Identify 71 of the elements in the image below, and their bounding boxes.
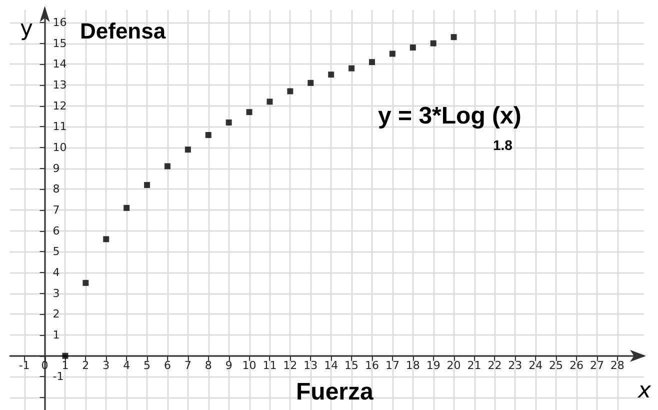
- x-tick-label: 17: [385, 358, 400, 372]
- y-axis-title: y: [20, 16, 34, 42]
- point: [410, 44, 416, 50]
- point: [287, 88, 294, 94]
- y-tick-label: 5: [52, 245, 60, 258]
- annotation: y = 3*Log (x): [378, 102, 522, 130]
- point: [103, 236, 110, 242]
- point: [184, 146, 191, 153]
- x-tick-label: 22: [488, 358, 502, 372]
- y-tick-label: 6: [52, 224, 60, 238]
- x-tick-label: 26: [570, 358, 584, 372]
- x-tick-label: 25: [549, 358, 564, 372]
- y-tick-label: 2: [52, 308, 60, 321]
- x-tick-label: 9: [225, 358, 232, 372]
- x-tick-label: 6: [164, 358, 171, 372]
- x-tick-label: 7: [184, 358, 192, 372]
- y-tick-label: 14: [52, 58, 67, 71]
- x-tick-label: 18: [406, 358, 420, 372]
- point: [164, 163, 170, 170]
- point: [389, 50, 396, 57]
- y-tick-label: 15: [52, 36, 67, 50]
- x-tick-label: 10: [242, 358, 256, 372]
- point: [226, 120, 232, 126]
- annotation: 1.8: [493, 137, 513, 153]
- chart-title: Defensa: [80, 18, 166, 44]
- y-tick-label: 16: [52, 16, 67, 29]
- x-tick-label: 11: [262, 358, 277, 372]
- x-tick-label: 28: [610, 358, 624, 372]
- x-tick-label: 14: [324, 358, 338, 372]
- y-tick-label: 3: [52, 286, 60, 300]
- point: [246, 109, 252, 116]
- point: [368, 59, 375, 66]
- point: [450, 34, 457, 40]
- x-tick-label: 8: [204, 358, 212, 372]
- x-tick-label: 4: [123, 358, 130, 372]
- x-tick-label: 27: [590, 358, 604, 372]
- x-tick-label: 13: [304, 358, 318, 372]
- x-tick-label: 15: [344, 358, 359, 372]
- point: [205, 132, 212, 138]
- x-tick-label: 21: [467, 358, 482, 372]
- x-tick-label: 20: [446, 358, 461, 372]
- x-tick-label: 19: [426, 358, 440, 372]
- point: [82, 280, 89, 286]
- y-tick-label: 10: [52, 141, 67, 154]
- point: [430, 40, 436, 46]
- y-tick-label: 8: [52, 182, 60, 196]
- x-axis-title: Fuerza: [296, 378, 374, 406]
- y-tick-label: -1: [52, 370, 64, 384]
- x-tick-label: 12: [283, 358, 298, 372]
- y-tick-label: 12: [52, 99, 67, 112]
- x-tick-label: 2: [82, 358, 90, 372]
- y-tick-label: 9: [52, 162, 60, 175]
- point: [266, 98, 273, 105]
- x-tick-label: 23: [508, 358, 522, 372]
- x-tick-label: -1: [18, 358, 30, 372]
- point: [348, 65, 355, 72]
- point: [328, 72, 334, 78]
- y-tick-label: 4: [52, 266, 60, 279]
- y-tick-label: 7: [52, 204, 60, 216]
- y-tick-label: 13: [52, 78, 67, 92]
- y-tick-label: 1: [52, 328, 60, 342]
- x2-axis-title: x: [637, 378, 652, 404]
- point: [62, 352, 68, 359]
- x-tick-label: 16: [364, 358, 379, 372]
- x-tick-label: 24: [528, 358, 543, 372]
- x-tick-label: 3: [102, 358, 110, 372]
- point: [144, 182, 150, 188]
- point: [308, 80, 314, 86]
- y-tick-label: 11: [52, 120, 67, 134]
- point: [124, 204, 130, 211]
- x-tick-label: 5: [144, 358, 151, 372]
